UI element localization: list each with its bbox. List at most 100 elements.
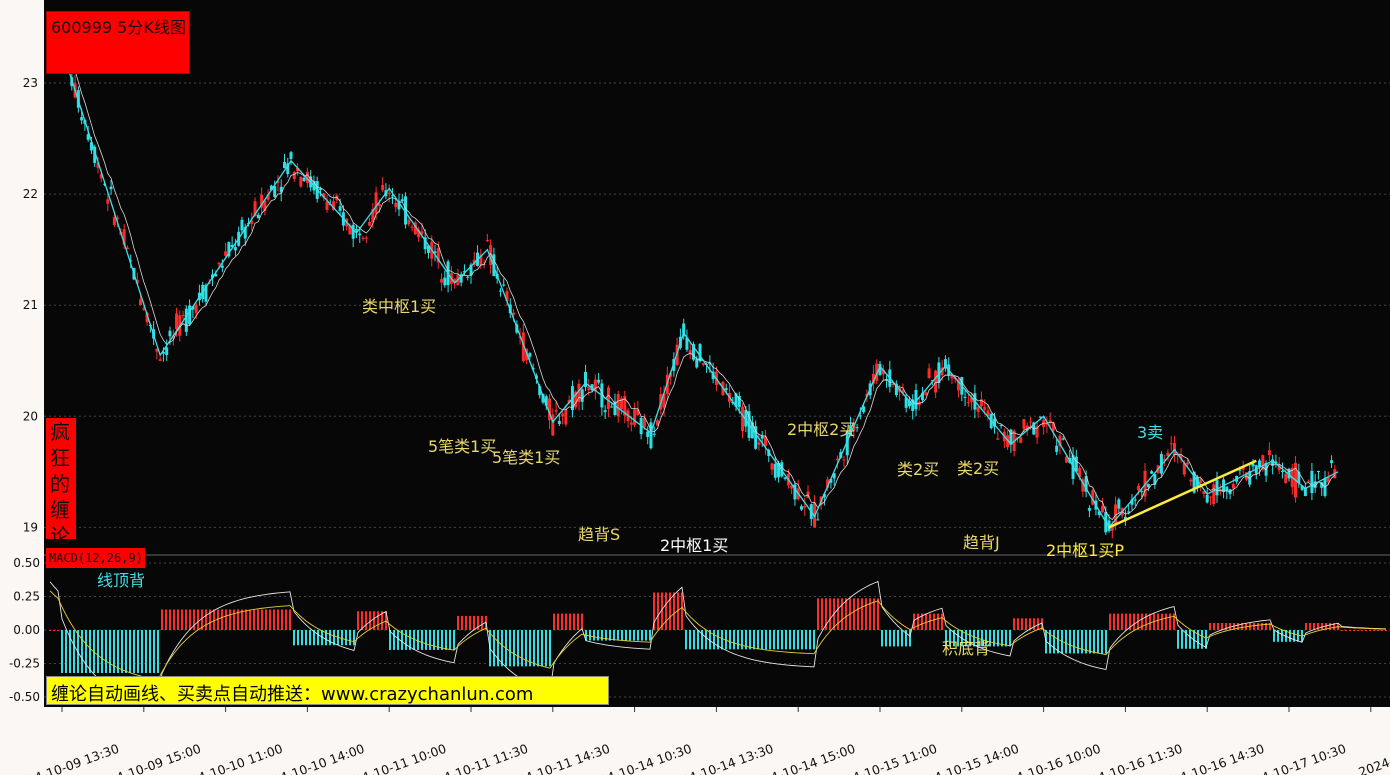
macd-bar [533, 630, 535, 667]
macd-bar [57, 630, 59, 631]
candle-body [832, 473, 836, 479]
macd-bar [289, 609, 291, 630]
candle-body [322, 193, 326, 198]
candle-body [606, 387, 610, 410]
candle-body [1058, 435, 1062, 447]
macd-bar [97, 630, 99, 673]
macd-bar [1101, 630, 1103, 654]
macd-bar [1261, 622, 1263, 630]
candle-body [276, 181, 280, 183]
macd-bar [669, 592, 671, 630]
macd-bar [553, 613, 555, 630]
macd-bar [701, 630, 703, 650]
candle-body [502, 284, 506, 286]
candle-body [348, 225, 352, 235]
macd-bar [621, 630, 623, 641]
price-tick-label: 21 [23, 298, 38, 312]
candle-body [1009, 429, 1013, 445]
candle-body [763, 436, 767, 447]
macd-bar [1009, 630, 1011, 647]
candle-body [1022, 419, 1026, 429]
macd-bar [845, 598, 847, 630]
macd-bar [881, 630, 883, 647]
macd-bar [689, 630, 691, 650]
promo-banner[interactable]: 缠论自动画线、买卖点自动推送：www.crazychanlun.com [46, 676, 609, 705]
macd-bar [253, 609, 255, 630]
candle-body [80, 117, 84, 121]
macd-bar [137, 630, 139, 673]
candle-body [99, 174, 103, 179]
candle-body [695, 358, 699, 368]
candle-body [610, 406, 614, 408]
candle-body [963, 396, 967, 398]
candle-body [803, 506, 807, 508]
candle-body [1330, 460, 1334, 464]
macd-bar [477, 615, 479, 630]
macd-bar [717, 630, 719, 650]
candle-body [273, 186, 277, 198]
candle-body [155, 348, 159, 352]
macd-bar [385, 611, 387, 630]
macd-tick-label: 0.50 [13, 556, 40, 570]
macd-bar [141, 630, 143, 673]
macd-bar [1357, 630, 1359, 631]
candle-body [171, 335, 175, 339]
macd-bar [1353, 630, 1355, 631]
macd-bar [1053, 630, 1055, 654]
macd-bar [629, 630, 631, 641]
candle-body [1231, 484, 1235, 489]
macd-bar [101, 630, 103, 673]
candle-body [986, 410, 990, 417]
macd-bar [1173, 613, 1175, 630]
macd-bar [1077, 630, 1079, 654]
candle-body [1163, 458, 1167, 462]
candle-body [217, 262, 221, 265]
macd-bar [1377, 630, 1379, 631]
macd-bar [117, 630, 119, 673]
candle-body [266, 194, 270, 200]
macd-bar [85, 630, 87, 673]
macd-bar [973, 630, 975, 647]
price-tick-label: 20 [23, 409, 38, 423]
candle-body [204, 284, 208, 302]
candle-body [1140, 491, 1144, 493]
macd-bar [297, 630, 299, 646]
candle-body [1019, 437, 1023, 443]
macd-bar [1161, 613, 1163, 630]
candle-body [1287, 468, 1291, 479]
candle-body [240, 219, 244, 231]
macd-bar [949, 630, 951, 647]
candle-body [466, 276, 470, 278]
macd-bar [597, 630, 599, 641]
candle-body [279, 186, 283, 193]
macd-bar [989, 630, 991, 647]
macd-bar [353, 630, 355, 646]
candle-body [299, 176, 303, 187]
macd-bar [529, 630, 531, 667]
macd-bar [761, 630, 763, 650]
candle-body [1316, 471, 1320, 473]
macd-bar [345, 630, 347, 646]
candle-body [914, 389, 918, 410]
candle-body [754, 426, 758, 449]
macd-bar [1373, 630, 1375, 631]
candle-body [688, 350, 692, 354]
chart-annotation: 趋背J [963, 533, 1000, 552]
macd-bar [1157, 613, 1159, 630]
candle-body [423, 237, 427, 250]
macd-bar [181, 609, 183, 630]
candle-body [1038, 416, 1042, 418]
candle-body [580, 389, 584, 402]
candle-body [302, 177, 306, 182]
macd-bar [469, 615, 471, 630]
candle-body [642, 418, 646, 427]
candle-body [436, 248, 440, 263]
candle-body [158, 359, 162, 361]
candle-body [351, 224, 355, 239]
macd-bar [1197, 630, 1199, 649]
macd-bar [705, 630, 707, 650]
macd-bar [957, 630, 959, 647]
macd-bar [149, 630, 151, 673]
macd-bar [173, 609, 175, 630]
candle-body [1215, 480, 1219, 496]
